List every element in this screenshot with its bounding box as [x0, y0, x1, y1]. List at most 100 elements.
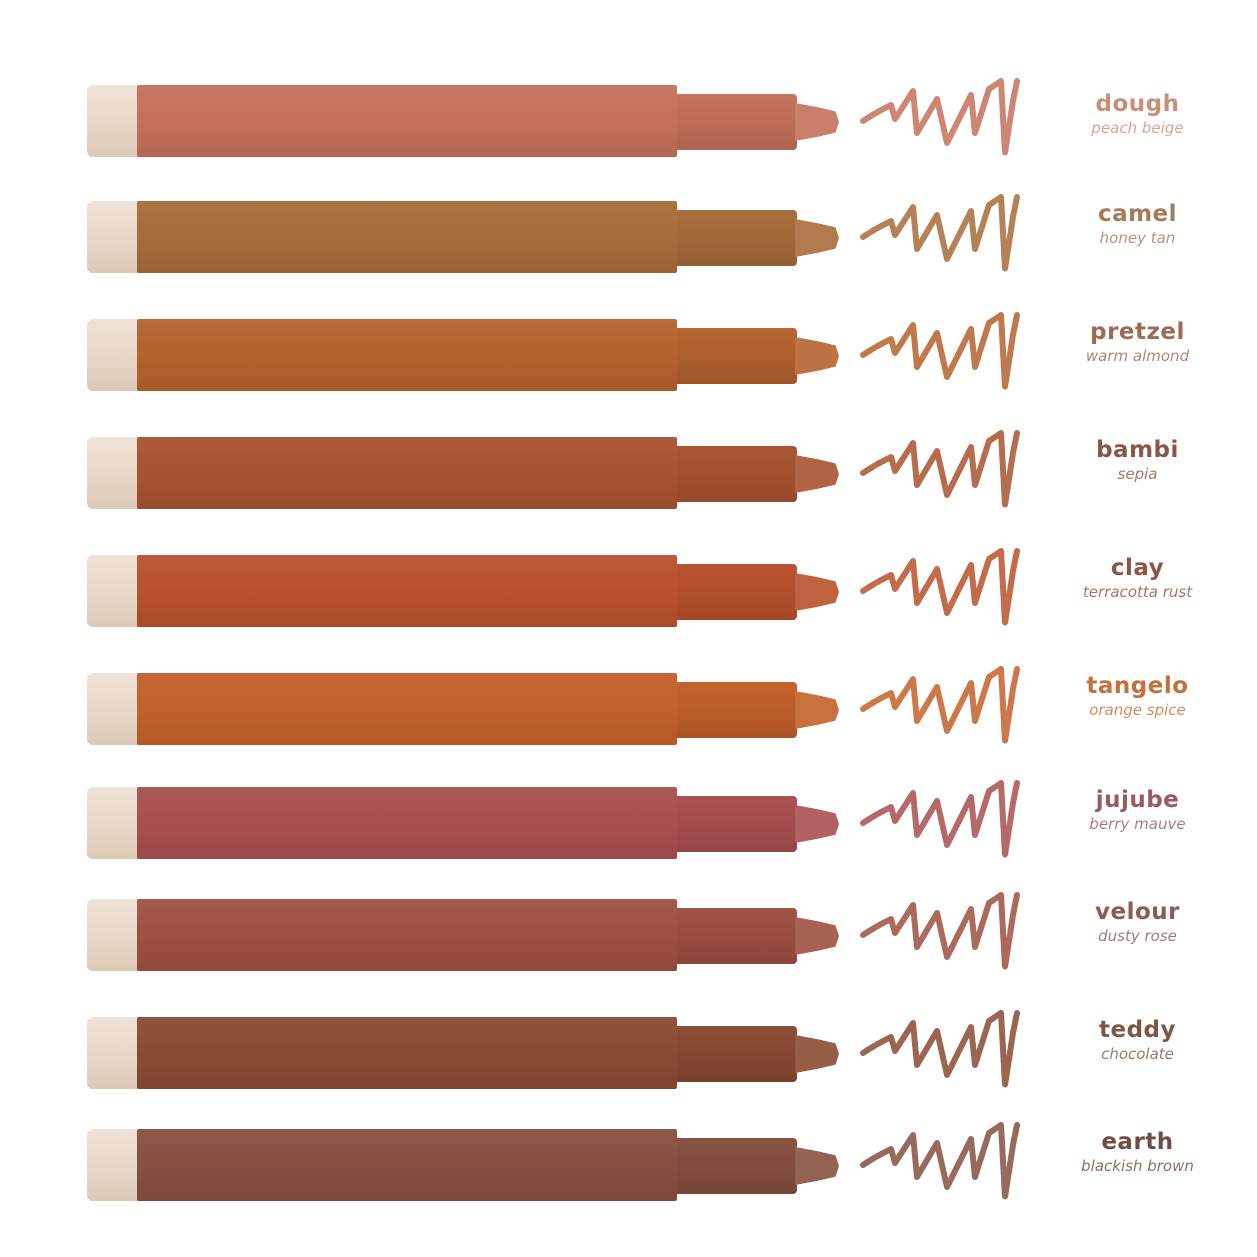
pencil-ferrule — [677, 1026, 797, 1082]
shade-label: jujube berry mauve — [1060, 787, 1215, 833]
shade-row: tangelo orange spice — [0, 659, 1257, 759]
pencil-ferrule — [677, 328, 797, 384]
shade-name: bambi — [1096, 437, 1179, 463]
swatch-stroke — [860, 1122, 1020, 1200]
shade-description: blackish brown — [1081, 1157, 1194, 1175]
shade-label: teddy chocolate — [1060, 1017, 1215, 1063]
swatch-stroke — [860, 430, 1020, 508]
shade-row: dough peach beige — [0, 71, 1257, 171]
shade-label: camel honey tan — [1060, 201, 1215, 247]
lip-pencil — [87, 555, 839, 627]
shade-label: velour dusty rose — [1060, 899, 1215, 945]
shade-row: jujube berry mauve — [0, 773, 1257, 873]
shade-name: earth — [1101, 1129, 1174, 1155]
shade-description: berry mauve — [1089, 815, 1186, 833]
pencil-cap — [87, 201, 139, 273]
shade-description: warm almond — [1085, 347, 1190, 365]
pencil-tip — [795, 1035, 839, 1073]
shade-name: jujube — [1095, 787, 1180, 813]
pencil-tip — [795, 103, 839, 141]
pencil-cap — [87, 787, 139, 859]
shade-description: peach beige — [1091, 119, 1184, 137]
shade-label: dough peach beige — [1060, 91, 1215, 137]
pencil-cap — [87, 1129, 139, 1201]
pencil-cap — [87, 673, 139, 745]
pencil-body — [137, 85, 677, 157]
pencil-ferrule — [677, 1138, 797, 1194]
shade-name: teddy — [1098, 1017, 1176, 1043]
swatch-stroke — [860, 78, 1020, 156]
shade-label: tangelo orange spice — [1060, 673, 1215, 719]
pencil-cap — [87, 85, 139, 157]
pencil-body — [137, 201, 677, 273]
shade-row: bambi sepia — [0, 423, 1257, 523]
pencil-tip — [795, 805, 839, 843]
pencil-ferrule — [677, 682, 797, 738]
lip-pencil — [87, 787, 839, 859]
lip-pencil — [87, 673, 839, 745]
shade-description: orange spice — [1089, 701, 1186, 719]
shade-label: bambi sepia — [1060, 437, 1215, 483]
swatch-stroke — [860, 780, 1020, 858]
shade-description: honey tan — [1099, 229, 1176, 247]
shade-description: terracotta rust — [1082, 583, 1193, 601]
lip-pencil — [87, 85, 839, 157]
pencil-tip — [795, 219, 839, 257]
lip-pencil — [87, 899, 839, 971]
lip-pencil — [87, 201, 839, 273]
shade-row: pretzel warm almond — [0, 305, 1257, 405]
pencil-tip — [795, 337, 839, 375]
pencil-cap — [87, 899, 139, 971]
pencil-cap — [87, 437, 139, 509]
shade-name: velour — [1095, 899, 1180, 925]
pencil-tip — [795, 917, 839, 955]
pencil-body — [137, 437, 677, 509]
pencil-body — [137, 555, 677, 627]
pencil-body — [137, 673, 677, 745]
shade-name: clay — [1110, 555, 1165, 581]
swatch-stroke — [860, 194, 1020, 272]
lip-pencil — [87, 437, 839, 509]
pencil-ferrule — [677, 908, 797, 964]
pencil-tip — [795, 573, 839, 611]
pencil-cap — [87, 1017, 139, 1089]
pencil-tip — [795, 455, 839, 493]
pencil-body — [137, 787, 677, 859]
lip-pencil — [87, 319, 839, 391]
shade-name: pretzel — [1090, 319, 1185, 345]
shade-name: tangelo — [1086, 673, 1189, 699]
shade-label: pretzel warm almond — [1060, 319, 1215, 365]
shade-label: earth blackish brown — [1060, 1129, 1215, 1175]
pencil-body — [137, 319, 677, 391]
shade-description: sepia — [1117, 465, 1158, 483]
shade-row: camel honey tan — [0, 187, 1257, 287]
shade-row: earth blackish brown — [0, 1115, 1257, 1215]
swatch-stroke — [860, 548, 1020, 626]
swatch-stroke — [860, 892, 1020, 970]
swatch-stroke — [860, 666, 1020, 744]
shade-row: clay terracotta rust — [0, 541, 1257, 641]
pencil-ferrule — [677, 210, 797, 266]
shade-description: chocolate — [1101, 1045, 1174, 1063]
lip-pencil — [87, 1129, 839, 1201]
swatch-stroke — [860, 312, 1020, 390]
pencil-tip — [795, 691, 839, 729]
pencil-ferrule — [677, 446, 797, 502]
pencil-ferrule — [677, 796, 797, 852]
pencil-cap — [87, 555, 139, 627]
shade-name: dough — [1095, 91, 1180, 117]
pencil-ferrule — [677, 94, 797, 150]
shade-label: clay terracotta rust — [1060, 555, 1215, 601]
pencil-cap — [87, 319, 139, 391]
lip-pencil — [87, 1017, 839, 1089]
pencil-tip — [795, 1147, 839, 1185]
shade-row: velour dusty rose — [0, 885, 1257, 985]
swatch-stroke — [860, 1010, 1020, 1088]
shade-row: teddy chocolate — [0, 1003, 1257, 1103]
shade-name: camel — [1097, 201, 1178, 227]
pencil-body — [137, 899, 677, 971]
shade-description: dusty rose — [1098, 927, 1177, 945]
pencil-ferrule — [677, 564, 797, 620]
pencil-body — [137, 1129, 677, 1201]
pencil-body — [137, 1017, 677, 1089]
